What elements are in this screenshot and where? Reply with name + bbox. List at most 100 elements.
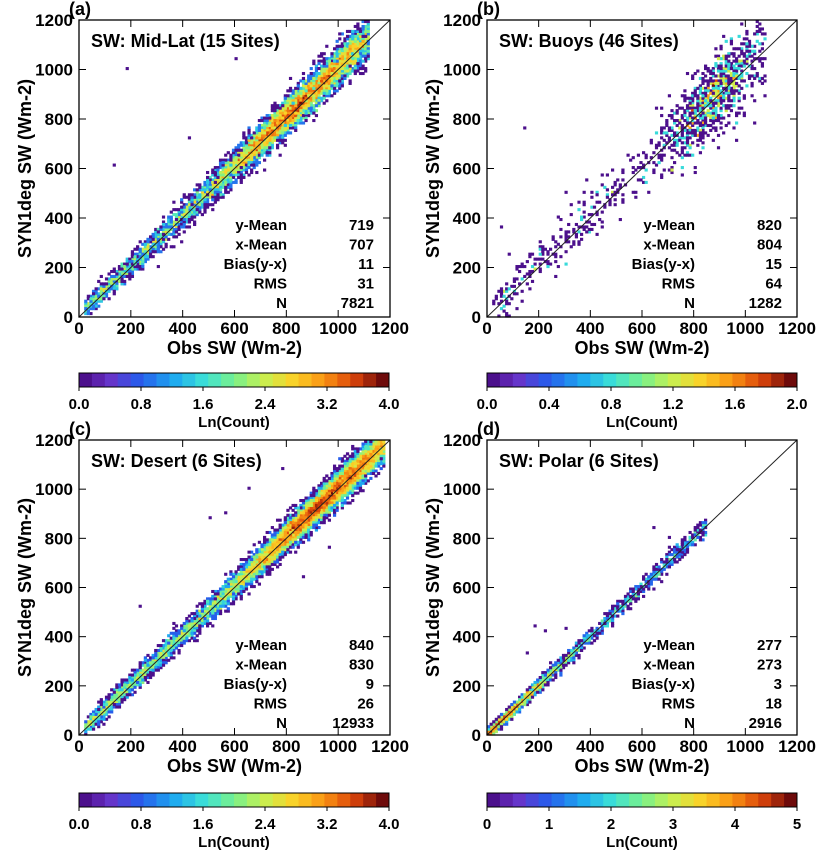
density-cell xyxy=(84,722,88,726)
density-cell xyxy=(265,121,269,125)
density-cell xyxy=(335,84,339,88)
density-cell xyxy=(130,676,135,680)
density-cell xyxy=(112,695,116,699)
density-cell xyxy=(361,467,365,471)
density-cell xyxy=(340,476,344,480)
density-cell xyxy=(374,459,378,463)
density-cell xyxy=(732,74,736,78)
density-cell xyxy=(348,39,352,43)
density-cell xyxy=(226,582,230,586)
density-cell xyxy=(237,166,241,170)
density-cell xyxy=(673,133,677,137)
density-cell xyxy=(193,222,197,227)
density-cell xyxy=(554,676,558,680)
density-cell xyxy=(307,518,311,522)
density-cell xyxy=(711,89,715,93)
density-cell xyxy=(265,545,269,549)
one-to-one-line xyxy=(486,19,798,318)
colorbar-segment xyxy=(246,373,261,387)
density-cell xyxy=(520,277,524,281)
density-cell xyxy=(112,703,116,707)
density-cell xyxy=(683,146,687,150)
density-cell xyxy=(497,314,501,318)
density-cell xyxy=(719,96,723,100)
density-cell xyxy=(348,79,352,83)
density-cell xyxy=(216,607,220,611)
density-cell xyxy=(180,213,184,217)
density-cell xyxy=(564,653,568,657)
colorbar-segment xyxy=(311,793,325,807)
density-cell xyxy=(299,516,303,520)
density-cell xyxy=(156,265,160,269)
density-cell xyxy=(361,49,365,53)
density-cell xyxy=(351,59,355,63)
density-cell xyxy=(332,513,337,517)
density-cell xyxy=(260,548,264,552)
density-cell xyxy=(208,188,212,192)
y-tick-label: 600 xyxy=(453,579,481,598)
density-cell xyxy=(325,508,329,512)
density-cell xyxy=(314,71,319,76)
density-cell xyxy=(304,84,308,88)
density-cell xyxy=(138,666,142,670)
density-cell xyxy=(154,237,158,241)
density-cell xyxy=(309,521,313,525)
density-cell xyxy=(499,712,504,716)
density-cell xyxy=(644,180,648,184)
density-cell xyxy=(670,560,674,564)
density-cell xyxy=(216,188,220,192)
density-cell xyxy=(146,676,150,680)
density-cell xyxy=(255,151,259,155)
density-cell xyxy=(102,289,106,293)
density-cell xyxy=(312,513,316,517)
density-cell xyxy=(99,299,103,303)
density-cell xyxy=(174,218,179,222)
density-cell xyxy=(205,602,210,606)
density-cell xyxy=(312,79,316,83)
density-cell xyxy=(273,535,277,539)
density-cell xyxy=(130,688,135,692)
density-cell xyxy=(332,86,337,90)
density-cell xyxy=(180,222,184,227)
colorbar-segment xyxy=(577,373,591,387)
density-cell xyxy=(117,265,122,269)
density-cell xyxy=(343,474,347,478)
colorbar-segment xyxy=(654,793,669,807)
density-cell xyxy=(177,651,181,655)
stat-label: N xyxy=(276,295,287,312)
density-cell xyxy=(110,274,114,279)
density-cell xyxy=(374,474,378,478)
density-cell xyxy=(239,143,243,147)
density-cell xyxy=(252,562,256,566)
density-cell xyxy=(518,695,522,699)
density-cell xyxy=(242,146,246,150)
density-cell xyxy=(138,260,142,264)
density-cell xyxy=(512,705,517,709)
density-cell xyxy=(229,163,233,167)
density-cell xyxy=(750,67,754,71)
density-cell xyxy=(117,685,122,689)
density-cell xyxy=(559,661,563,665)
density-cell xyxy=(673,558,677,562)
density-cell xyxy=(361,481,365,485)
density-cell xyxy=(351,29,355,33)
density-cell xyxy=(701,141,705,145)
density-cell xyxy=(580,237,584,241)
density-cell xyxy=(520,698,524,702)
colorbar: 0.0 0.4 0.8 1.2 1.6 2.0Ln(Count) xyxy=(477,372,807,431)
density-cell xyxy=(327,71,331,76)
density-cell xyxy=(250,580,254,584)
density-cell xyxy=(156,656,160,660)
density-cell xyxy=(585,631,589,635)
density-cell xyxy=(369,442,373,446)
density-cell xyxy=(348,37,352,41)
density-cell xyxy=(221,602,225,606)
density-cell xyxy=(332,91,337,95)
density-cell xyxy=(301,523,306,527)
density-cell xyxy=(244,148,249,152)
density-cell xyxy=(213,612,217,616)
density-cell xyxy=(327,506,331,510)
density-cell xyxy=(683,540,687,544)
density-cell xyxy=(231,580,236,584)
density-cell xyxy=(164,644,168,648)
